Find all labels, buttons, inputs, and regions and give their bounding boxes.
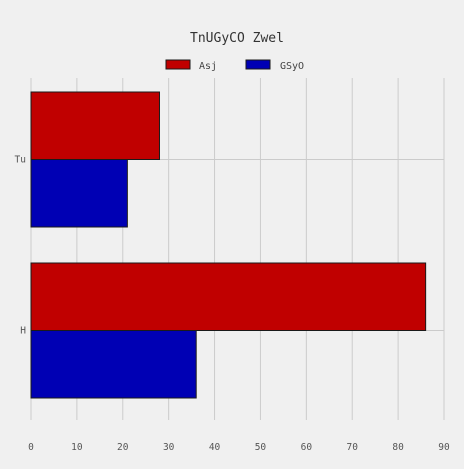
bar-asj-h [30, 262, 427, 331]
legend: Asj GSyO [165, 59, 304, 72]
y-axis-ticks: Tu H [15, 155, 27, 337]
x-tick-label: 60 [301, 442, 313, 453]
legend-swatch-asj [165, 59, 191, 70]
x-tick-label: 30 [163, 442, 175, 453]
x-tick-label: 70 [346, 442, 358, 453]
x-tick-label: 80 [392, 442, 404, 453]
x-tick-label: 50 [255, 442, 267, 453]
bars [30, 91, 427, 399]
x-tick-label: 0 [28, 442, 34, 453]
chart-title: TnUGyCO Zwel [190, 31, 284, 46]
bar-gsyo-tu [30, 159, 128, 228]
x-tick-label: 40 [209, 442, 221, 453]
x-axis-ticks: 0 10 20 30 40 50 60 70 80 90 [28, 442, 450, 453]
legend-label-gsyo: GSyO [280, 61, 304, 72]
x-tick-label: 20 [117, 442, 129, 453]
legend-swatch-gsyo [245, 59, 271, 70]
bar-gsyo-h [30, 330, 197, 399]
y-tick-label: Tu [15, 155, 26, 166]
legend-label-asj: Asj [199, 61, 217, 72]
y-tick-label: H [20, 326, 26, 337]
x-tick-label: 10 [71, 442, 83, 453]
bar-asj-tu [30, 91, 160, 160]
x-tick-label: 90 [438, 442, 450, 453]
